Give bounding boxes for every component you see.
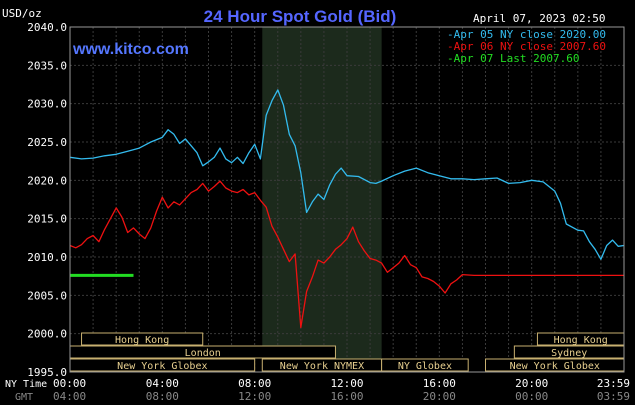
x-tick-label-gmt: 16:00 — [330, 390, 363, 403]
session-bar: Hong Kong — [81, 332, 204, 346]
session-bar-label: Hong Kong — [115, 335, 169, 346]
session-bar: Hong Kong — [536, 332, 625, 346]
x-tick-label-gmt: 03:59 — [597, 390, 630, 403]
session-bar: New York Globex — [69, 358, 256, 372]
x-tick-label-ny: 00:00 — [53, 377, 86, 390]
session-bar: NY Globex — [381, 358, 469, 372]
y-tick-label: 1995.0 — [27, 366, 67, 379]
chart-timestamp: April 07, 2023 02:50 — [473, 12, 605, 25]
y-tick-label: 2005.0 — [27, 289, 67, 302]
y-tick-label: 2025.0 — [27, 136, 67, 149]
y-tick-label: 2015.0 — [27, 213, 67, 226]
legend-entry-apr05: -Apr 05 NY close 2020.00 — [447, 28, 606, 41]
legend: -Apr 05 NY close 2020.00 -Apr 06 NY clos… — [447, 28, 606, 65]
plot-frame — [69, 26, 625, 373]
session-bar-label: NY Globex — [398, 361, 452, 372]
y-tick-label: 2010.0 — [27, 251, 67, 264]
session-bar: New York Globex — [485, 358, 625, 372]
x-tick-label-gmt: 20:00 — [423, 390, 456, 403]
session-bar-label: Hong Kong — [554, 335, 608, 346]
legend-entry-apr06: -Apr 06 NY close 2007.60 — [447, 40, 606, 53]
y-tick-label: 2030.0 — [27, 98, 67, 111]
session-bar-frame — [81, 332, 204, 346]
session-bar-label: New York NYMEX — [280, 361, 364, 372]
ny-session-highlight — [262, 27, 382, 372]
y-tick-label: 2040.0 — [27, 21, 67, 34]
legend-entry-apr07: -Apr 07 Last 2007.60 — [447, 52, 579, 65]
x-tick-label-ny: 04:00 — [146, 377, 179, 390]
x-axis-gmt-label: GMT — [15, 392, 33, 403]
watermark-url: www.kitco.com — [72, 41, 189, 58]
session-bar-label: London — [185, 348, 221, 359]
x-tick-label-gmt: 12:00 — [238, 390, 271, 403]
session-bar-frame — [381, 358, 469, 372]
x-tick-label-ny: 16:00 — [423, 377, 456, 390]
session-bar: London — [69, 345, 336, 359]
x-tick-label-ny: 23:59 — [597, 377, 630, 390]
x-tick-label-gmt: 00:00 — [515, 390, 548, 403]
y-tick-label: 2020.0 — [27, 174, 67, 187]
series-line-2 — [69, 180, 624, 329]
y-tick-label: 2035.0 — [27, 59, 67, 72]
x-tick-label-gmt: 04:00 — [53, 390, 86, 403]
y-axis-unit-label: USD/oz — [2, 7, 42, 20]
x-tick-label-ny: 08:00 — [238, 377, 271, 390]
chart-title: 24 Hour Spot Gold (Bid) — [204, 7, 397, 26]
x-axis-ny-label: NY Time — [5, 379, 47, 390]
session-bar: New York NYMEX — [261, 358, 383, 372]
x-tick-label-ny: 20:00 — [515, 377, 548, 390]
session-bar-label: New York Globex — [510, 361, 600, 372]
series-line-1 — [69, 89, 625, 260]
session-bar-label: New York Globex — [117, 361, 207, 372]
session-bar: Sydney — [513, 345, 625, 359]
session-bar-label: Sydney — [551, 348, 587, 359]
x-tick-label-gmt: 08:00 — [146, 390, 179, 403]
x-tick-label-ny: 12:00 — [330, 377, 363, 390]
y-tick-label: 2000.0 — [27, 328, 67, 341]
